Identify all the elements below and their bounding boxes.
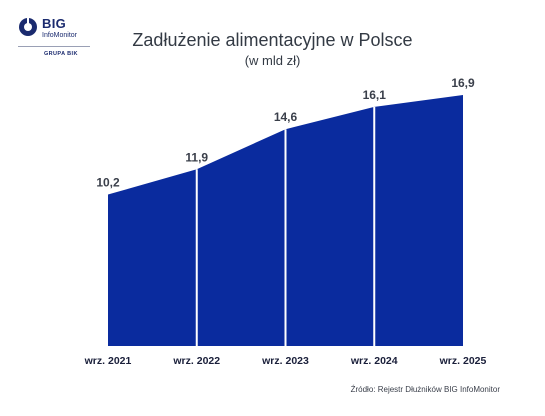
data-label: 11,9 <box>185 150 208 164</box>
data-label: 16,1 <box>363 88 387 102</box>
x-tick-label: wrz. 2024 <box>350 355 398 367</box>
big-logo-icon <box>19 18 37 36</box>
logo-group: GRUPA BIK <box>44 51 78 57</box>
chart-subtitle: (w mld zł) <box>244 53 301 68</box>
x-tick-label: wrz. 2025 <box>439 355 487 367</box>
data-label: 16,9 <box>451 76 475 90</box>
logo-divider <box>18 46 90 47</box>
x-tick-label: wrz. 2023 <box>261 355 309 367</box>
x-tick-label: wrz. 2022 <box>172 355 220 367</box>
big-infomonitor-logo: BIG InfoMonitor GRUPA BIK <box>14 15 106 65</box>
x-tick-label: wrz. 2021 <box>84 355 132 367</box>
logo-product: InfoMonitor <box>42 32 78 39</box>
data-label: 10,2 <box>96 176 120 190</box>
source-note: Źródło: Rejestr Dłużników BIG InfoMonito… <box>350 385 500 394</box>
logo-brand: BIG <box>42 16 67 31</box>
data-label: 14,6 <box>274 110 298 124</box>
chart-title: Zadłużenie alimentacyjne w Polsce <box>132 30 413 50</box>
